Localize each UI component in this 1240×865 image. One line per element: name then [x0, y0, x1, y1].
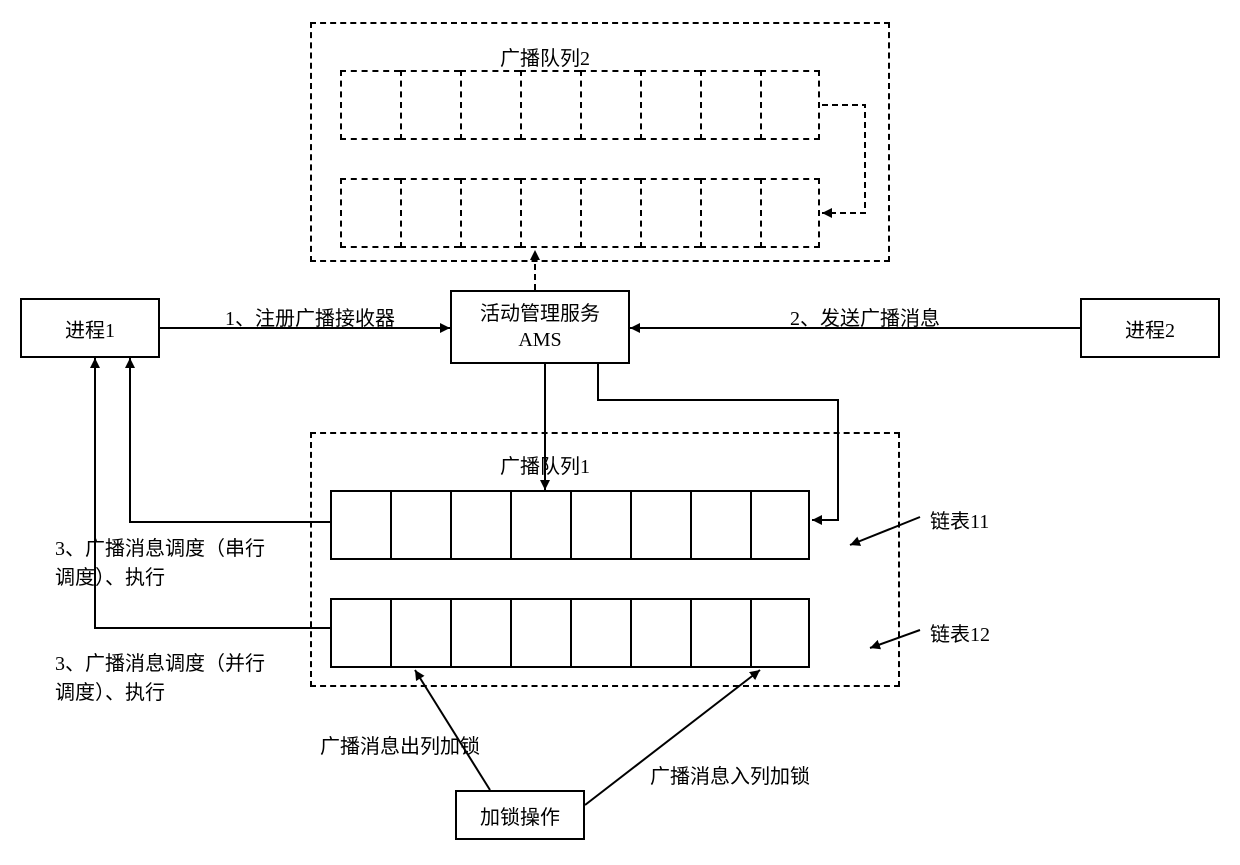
process2-box: 进程2: [1080, 298, 1220, 358]
enqueue-lock-label: 广播消息入列加锁: [650, 760, 810, 789]
queue1-row-top: [330, 490, 810, 560]
queue2-row-top: [340, 70, 820, 140]
lock-box: 加锁操作: [455, 790, 585, 840]
queue2-row-bottom: [340, 178, 820, 248]
list12-label: 链表12: [930, 618, 990, 647]
arrow-q1top-to-p1: [130, 358, 330, 522]
process1-label: 进程1: [65, 314, 115, 343]
edge-send-label: 2、发送广播消息: [790, 302, 940, 331]
list11-label: 链表11: [930, 505, 989, 534]
serial-sched-label: 3、广播消息调度（串行 调度）、执行: [55, 535, 265, 593]
dequeue-lock-label: 广播消息出列加锁: [320, 730, 480, 759]
process2-label: 进程2: [1125, 314, 1175, 343]
queue1-row-bottom: [330, 598, 810, 668]
ams-label-2: AMS: [518, 327, 561, 353]
edge-register-label: 1、注册广播接收器: [225, 302, 395, 331]
queue1-title: 广播队列1: [500, 450, 590, 479]
process1-box: 进程1: [20, 298, 160, 358]
lock-box-label: 加锁操作: [480, 801, 560, 830]
ams-box: 活动管理服务 AMS: [450, 290, 630, 364]
ams-label-1: 活动管理服务: [480, 301, 600, 327]
queue2-title: 广播队列2: [500, 42, 590, 71]
parallel-sched-label: 3、广播消息调度（并行 调度）、执行: [55, 650, 265, 708]
